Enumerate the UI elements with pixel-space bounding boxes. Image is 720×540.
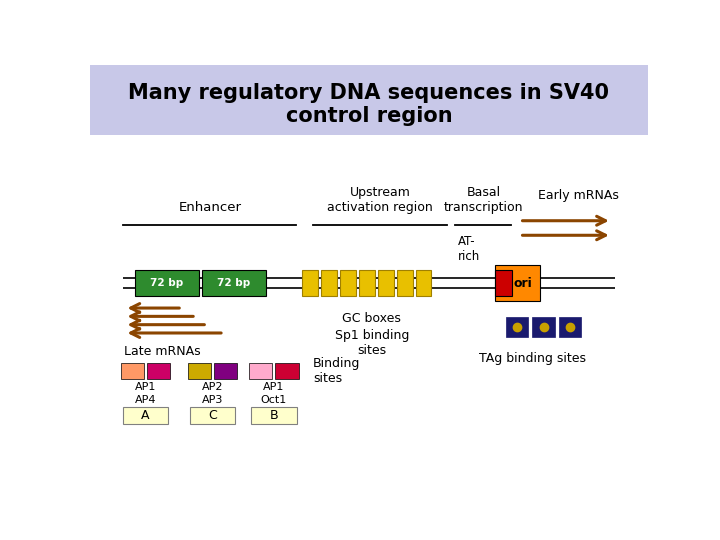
Bar bbox=[90, 65, 648, 136]
Bar bbox=[275, 363, 299, 379]
Bar bbox=[495, 266, 540, 301]
Text: TAg binding sites: TAg binding sites bbox=[479, 352, 586, 365]
Text: AP2: AP2 bbox=[202, 382, 223, 392]
Bar bbox=[214, 363, 238, 379]
Text: Early mRNAs: Early mRNAs bbox=[538, 189, 618, 202]
Text: A: A bbox=[141, 409, 150, 422]
Text: AP3: AP3 bbox=[202, 395, 223, 406]
Text: Late mRNAs: Late mRNAs bbox=[125, 346, 201, 359]
Bar bbox=[251, 407, 297, 424]
Text: Binding
sites: Binding sites bbox=[313, 357, 361, 385]
Text: 72 bp: 72 bp bbox=[150, 278, 184, 288]
Text: Enhancer: Enhancer bbox=[179, 201, 241, 214]
Bar bbox=[340, 270, 356, 296]
Text: AP4: AP4 bbox=[135, 395, 156, 406]
Text: Many regulatory DNA sequences in SV40
control region: Many regulatory DNA sequences in SV40 co… bbox=[128, 83, 610, 126]
Bar bbox=[121, 363, 144, 379]
Text: 72 bp: 72 bp bbox=[217, 278, 251, 288]
Bar bbox=[559, 317, 581, 337]
Bar bbox=[495, 270, 512, 296]
Bar bbox=[397, 270, 413, 296]
Bar bbox=[505, 317, 528, 337]
Text: Upstream
activation region: Upstream activation region bbox=[328, 186, 433, 214]
Text: ori: ori bbox=[513, 276, 532, 289]
Bar bbox=[302, 270, 318, 296]
Bar bbox=[249, 363, 272, 379]
Bar bbox=[533, 317, 555, 337]
Bar bbox=[321, 270, 337, 296]
Text: Basal
transcription: Basal transcription bbox=[444, 186, 523, 214]
Text: AP1: AP1 bbox=[135, 382, 156, 392]
Bar bbox=[135, 270, 199, 296]
Bar bbox=[378, 270, 394, 296]
Bar bbox=[202, 270, 266, 296]
Bar bbox=[189, 407, 235, 424]
Bar bbox=[416, 270, 431, 296]
Bar bbox=[359, 270, 374, 296]
Text: AP1: AP1 bbox=[264, 382, 284, 392]
Text: Oct1: Oct1 bbox=[261, 395, 287, 406]
Bar bbox=[122, 407, 168, 424]
Bar bbox=[188, 363, 211, 379]
Text: B: B bbox=[269, 409, 278, 422]
Bar bbox=[147, 363, 171, 379]
Text: Sp1 binding
sites: Sp1 binding sites bbox=[335, 329, 409, 357]
Text: GC boxes: GC boxes bbox=[342, 312, 401, 325]
Text: C: C bbox=[208, 409, 217, 422]
Text: AT-
rich: AT- rich bbox=[459, 235, 480, 264]
